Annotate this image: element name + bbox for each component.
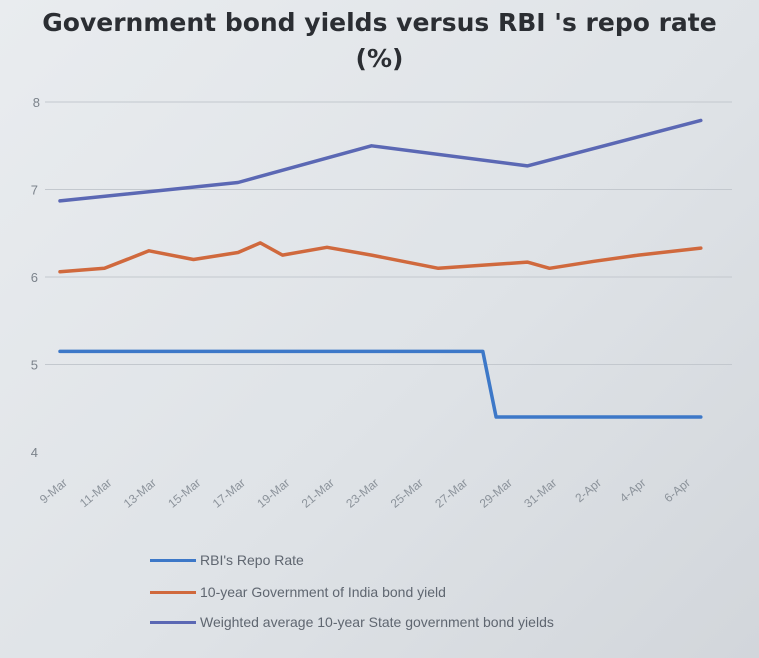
- y-tick-label-5: 5: [31, 358, 38, 373]
- series-line-goi-bond-yield: [58, 241, 703, 274]
- x-tick-label-25-Mar: 25-Mar: [388, 476, 426, 511]
- legend-item-goi-bond-yield: 10-year Government of India bond yield: [150, 582, 446, 602]
- y-tick-label-7: 7: [31, 183, 38, 198]
- x-tick-label-21-Mar: 21-Mar: [299, 476, 337, 511]
- chart-subtitle: (%): [355, 44, 404, 73]
- legend-item-repo-rate: RBI's Repo Rate: [150, 550, 304, 570]
- y-tick-label-4: 4: [31, 445, 38, 460]
- x-tick-label-2-Apr: 2-Apr: [572, 476, 603, 506]
- legend-swatch-state-bond-yields: [150, 620, 196, 624]
- legend-label-repo-rate: RBI's Repo Rate: [200, 552, 304, 568]
- legend-label-state-bond-yields: Weighted average 10-year State governmen…: [200, 614, 554, 630]
- legend-label-goi-bond-yield: 10-year Government of India bond yield: [200, 584, 446, 600]
- x-tick-label-27-Mar: 27-Mar: [432, 476, 470, 511]
- legend-swatch-goi-bond-yield: [150, 590, 196, 594]
- x-tick-label-19-Mar: 19-Mar: [254, 476, 292, 511]
- y-tick-label-8: 8: [33, 95, 40, 110]
- x-tick-label-17-Mar: 17-Mar: [210, 476, 248, 511]
- x-tick-label-4-Apr: 4-Apr: [617, 476, 648, 506]
- legend-swatch-repo-rate: [150, 558, 196, 562]
- series-line-repo-rate: [58, 349, 703, 419]
- chart-title: Government bond yields versus RBI 's rep…: [42, 8, 717, 37]
- x-tick-label-23-Mar: 23-Mar: [343, 476, 381, 511]
- x-tick-label-9-Mar: 9-Mar: [37, 476, 70, 507]
- y-tick-label-6: 6: [31, 270, 38, 285]
- x-tick-label-6-Apr: 6-Apr: [661, 476, 692, 506]
- legend-item-state-bond-yields: Weighted average 10-year State governmen…: [150, 612, 554, 632]
- x-tick-label-11-Mar: 11-Mar: [77, 476, 114, 511]
- x-tick-label-29-Mar: 29-Mar: [477, 476, 515, 511]
- x-tick-label-13-Mar: 13-Mar: [121, 476, 159, 511]
- x-tick-label-31-Mar: 31-Mar: [521, 476, 559, 511]
- x-tick-label-15-Mar: 15-Mar: [165, 476, 203, 511]
- series-line-state-bond-yields: [58, 118, 703, 203]
